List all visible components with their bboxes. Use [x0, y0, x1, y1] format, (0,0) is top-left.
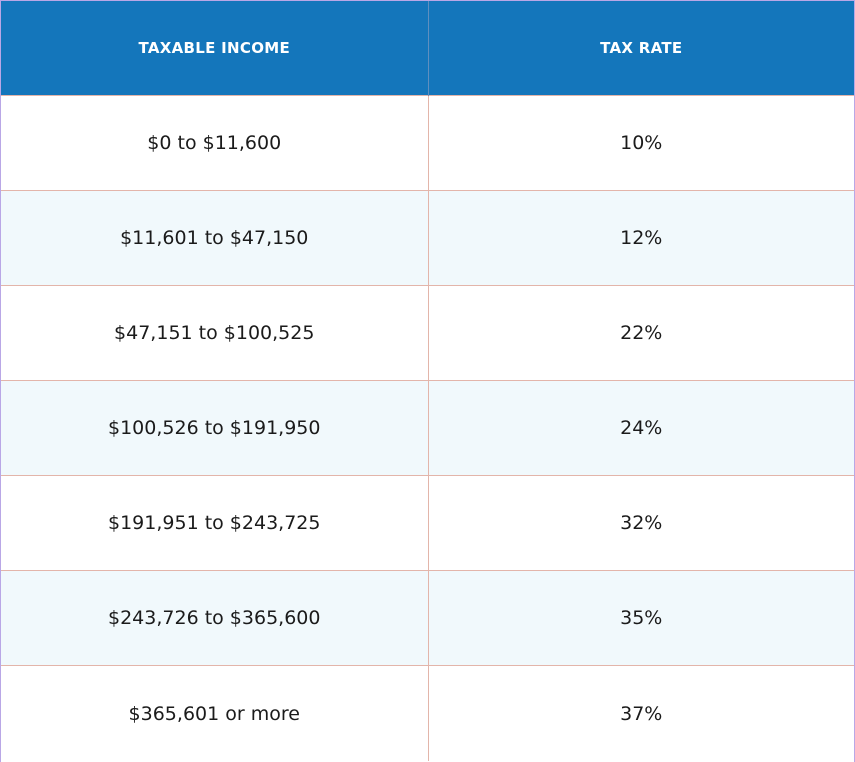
table-row: $365,601 or more 37% [1, 665, 854, 761]
table-row: $0 to $11,600 10% [1, 95, 854, 191]
tax-rate-cell: 24% [428, 380, 854, 476]
table-row: $191,951 to $243,725 32% [1, 475, 854, 571]
income-range-cell: $100,526 to $191,950 [1, 380, 429, 476]
tax-rate-cell: 12% [428, 190, 854, 286]
tax-rate-cell: 37% [428, 665, 854, 761]
header-tax-rate: TAX RATE [428, 1, 854, 96]
table-body: $0 to $11,600 10% $11,601 to $47,150 12%… [1, 95, 854, 761]
header-taxable-income: TAXABLE INCOME [1, 1, 429, 96]
tax-rate-cell: 10% [428, 95, 854, 191]
income-range-cell: $11,601 to $47,150 [1, 190, 429, 286]
header-row: TAXABLE INCOME TAX RATE [1, 1, 854, 96]
table-row: $243,726 to $365,600 35% [1, 570, 854, 666]
tax-rate-cell: 22% [428, 285, 854, 381]
income-range-cell: $191,951 to $243,725 [1, 475, 429, 571]
income-range-cell: $365,601 or more [1, 665, 429, 761]
table-row: $100,526 to $191,950 24% [1, 380, 854, 476]
tax-rate-cell: 35% [428, 570, 854, 666]
table-row: $11,601 to $47,150 12% [1, 190, 854, 286]
table-row: $47,151 to $100,525 22% [1, 285, 854, 381]
income-range-cell: $47,151 to $100,525 [1, 285, 429, 381]
income-range-cell: $0 to $11,600 [1, 95, 429, 191]
table-header: TAXABLE INCOME TAX RATE [1, 1, 854, 96]
income-range-cell: $243,726 to $365,600 [1, 570, 429, 666]
tax-rate-cell: 32% [428, 475, 854, 571]
